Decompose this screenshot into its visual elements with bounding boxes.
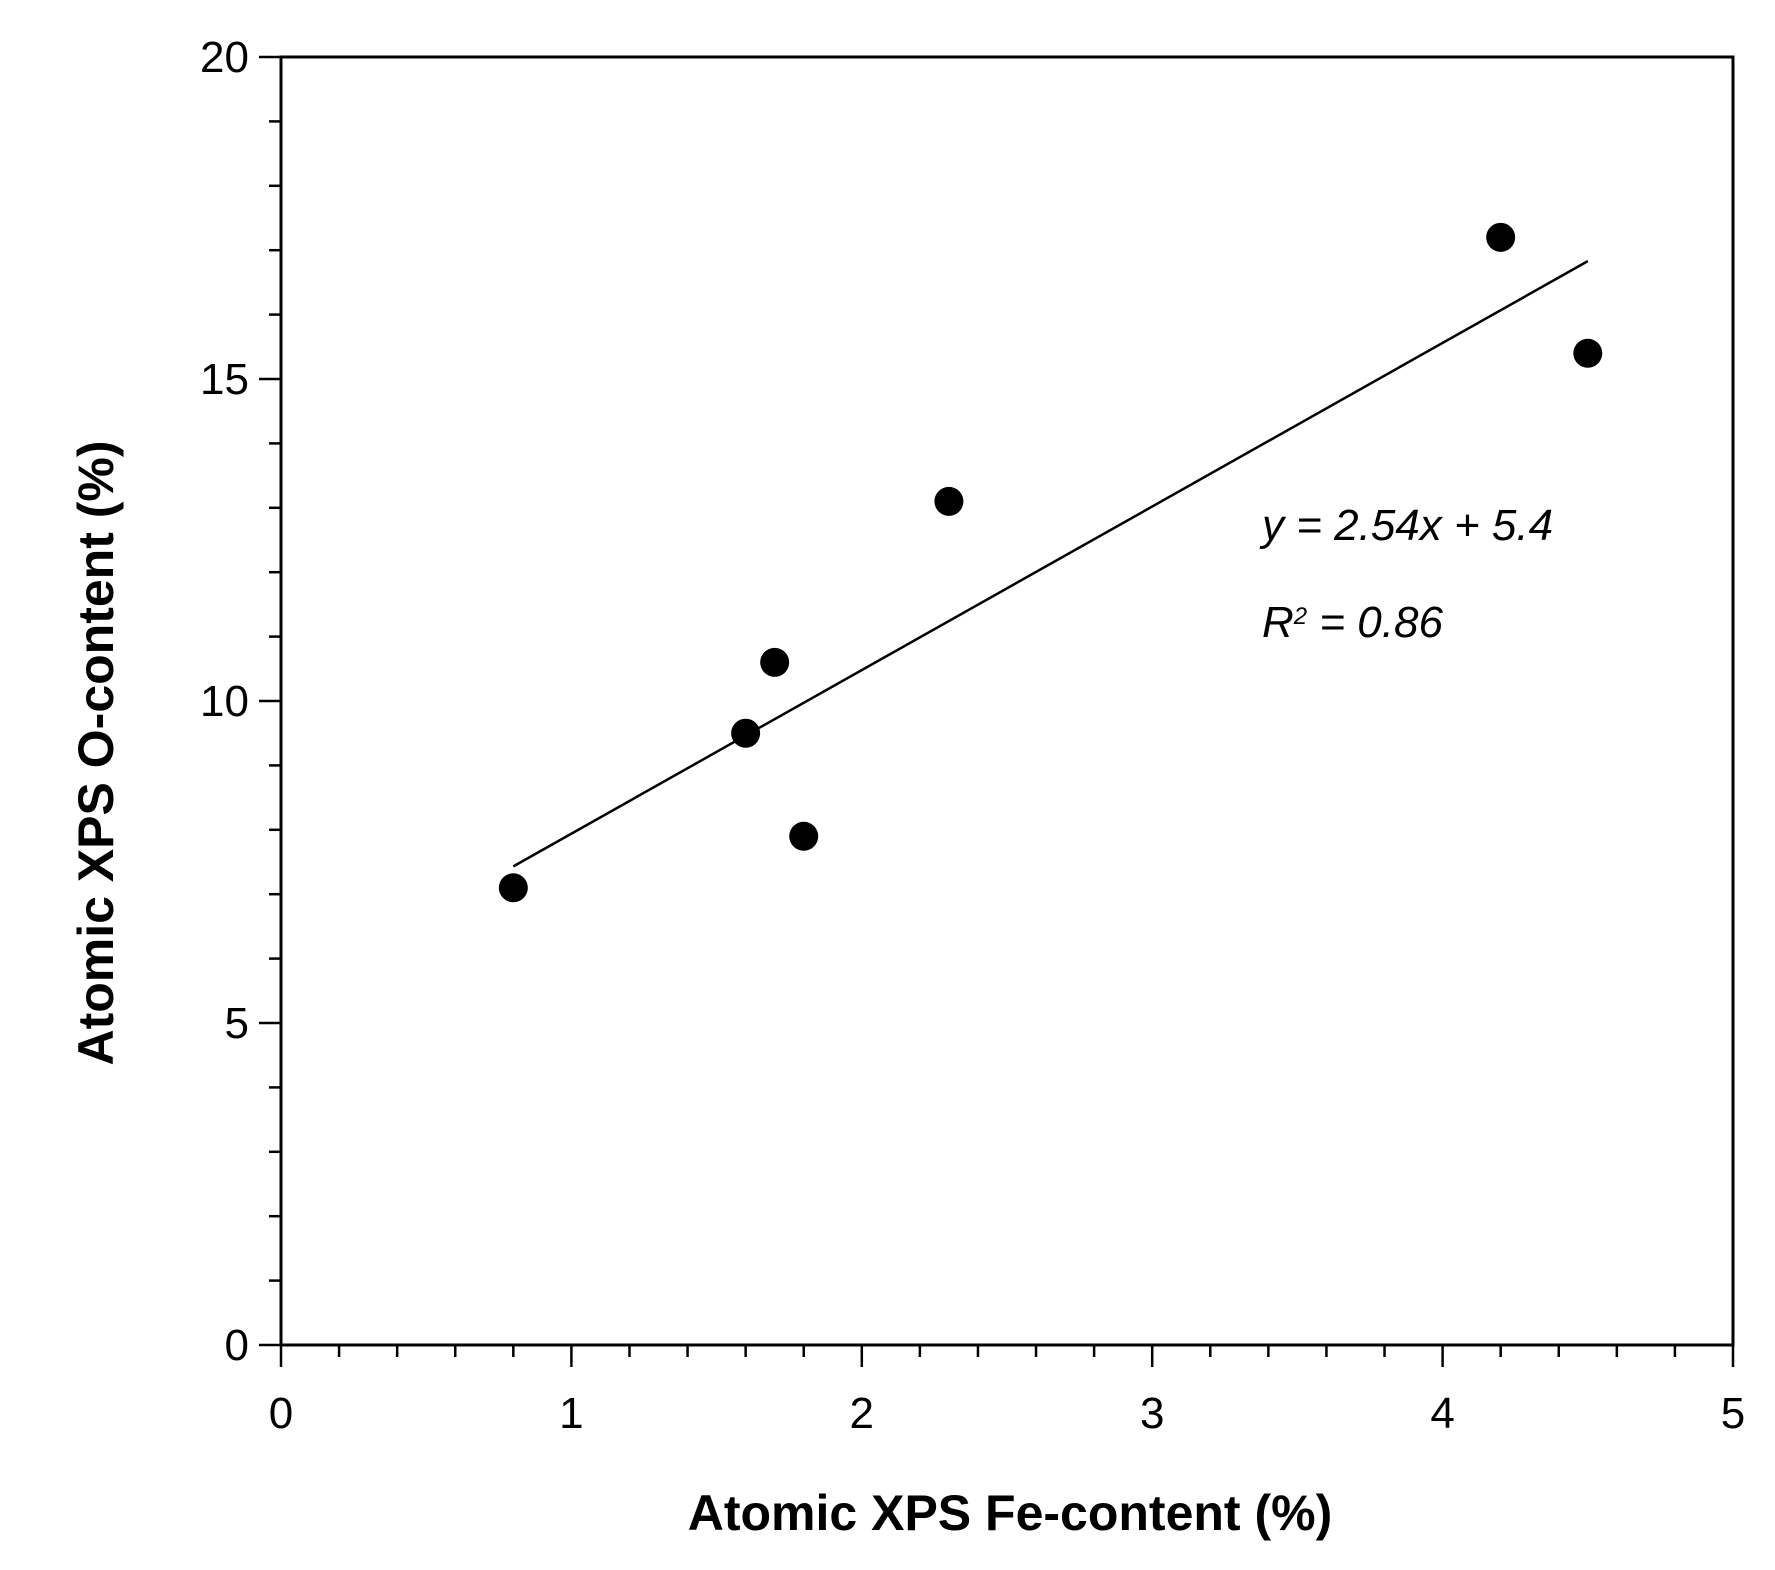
x-tick-label: 0 [269, 1389, 293, 1438]
x-tick-label: 1 [559, 1389, 583, 1438]
data-point [760, 647, 790, 677]
y-tick-label: 20 [200, 33, 249, 82]
x-tick-label: 3 [1140, 1389, 1164, 1438]
data-point [934, 486, 964, 516]
y-tick-label: 10 [200, 677, 249, 726]
y-tick-label: 15 [200, 355, 249, 404]
plot-frame [279, 55, 1735, 1347]
r2-suffix: = 0.86 [1307, 598, 1443, 647]
data-points [498, 222, 1603, 903]
data-point [1573, 338, 1603, 368]
r2-prefix: R [1262, 598, 1294, 647]
x-tick-label: 4 [1430, 1389, 1454, 1438]
fit-equation: y = 2.54x + 5.4 [1259, 501, 1553, 550]
fit-line [512, 260, 1589, 868]
data-point [498, 873, 528, 903]
data-point [1486, 222, 1516, 252]
x-tick-label: 2 [850, 1389, 874, 1438]
r2-superscript: 2 [1293, 603, 1307, 630]
x-tick-label: 5 [1721, 1389, 1745, 1438]
y-tick-label: 0 [225, 1321, 249, 1370]
fit-r-squared: R2 = 0.86 [1262, 598, 1443, 647]
trendline [512, 260, 1589, 868]
data-point [789, 821, 819, 851]
y-tick-label: 5 [225, 999, 249, 1048]
axes: 0 1 2 3 4 5 0 5 10 15 20 [200, 33, 1745, 1438]
x-axis-title: Atomic XPS Fe-content (%) [688, 1485, 1332, 1541]
data-point [731, 718, 761, 748]
y-axis-title: Atomic XPS O-content (%) [68, 440, 124, 1065]
